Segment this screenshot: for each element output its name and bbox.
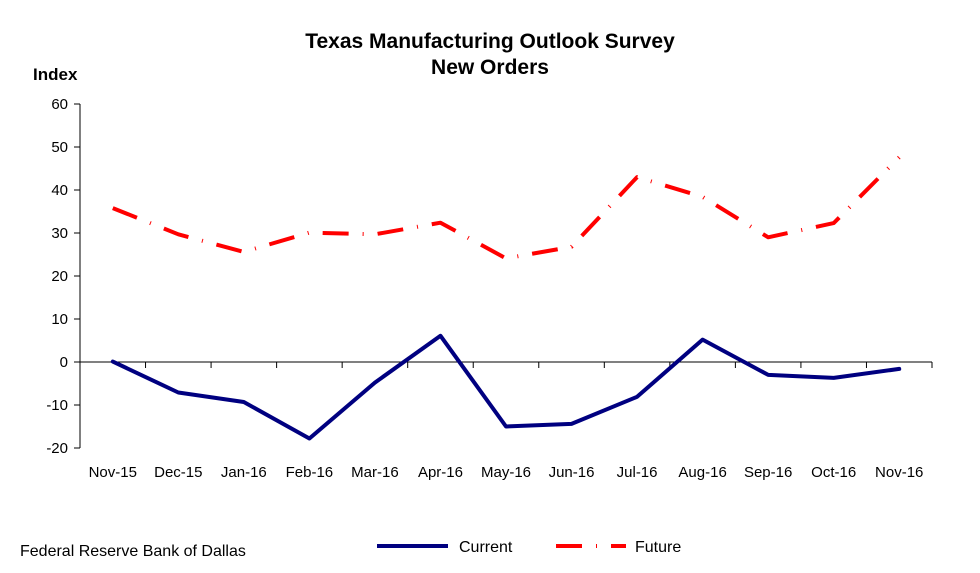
- y-tick-label: -10: [46, 397, 68, 414]
- x-tick-label: May-16: [481, 464, 531, 481]
- axes: 60 50 40 30 20 10 0 -10 -20 Nov-15 Dec-15 Jan-16 Feb…: [46, 96, 933, 481]
- x-tick-label: Oct-16: [811, 464, 856, 481]
- series-line-current: [110, 333, 902, 441]
- x-tick-label: Nov-15: [89, 464, 137, 481]
- x-tick-label: Apr-16: [418, 464, 463, 481]
- x-tick-label: Sep-16: [744, 464, 792, 481]
- y-tick-label: 30: [51, 225, 68, 242]
- legend-label-future: Future: [635, 539, 681, 556]
- x-tick-label: Jun-16: [549, 464, 595, 481]
- x-tick-label: Jan-16: [221, 464, 267, 481]
- legend-label-current: Current: [459, 539, 513, 556]
- x-tick-label: Jul-16: [617, 464, 658, 481]
- legend: Current Future: [377, 539, 681, 556]
- source-label: Federal Reserve Bank of Dallas: [20, 543, 246, 560]
- x-tick-label: Dec-15: [154, 464, 202, 481]
- y-tick-label: -20: [46, 440, 68, 457]
- y-tick-label: 60: [51, 96, 68, 113]
- chart-subtitle: New Orders: [431, 56, 549, 79]
- x-tick-label: Aug-16: [678, 464, 726, 481]
- y-tick-label: 0: [60, 354, 68, 371]
- y-tick-label: 40: [51, 182, 68, 199]
- y-tick-label: 20: [51, 268, 68, 285]
- chart-title: Texas Manufacturing Outlook Survey: [305, 30, 675, 53]
- y-tick-label: 10: [51, 311, 68, 328]
- x-tick-label: Nov-16: [875, 464, 923, 481]
- y-axis-label: Index: [33, 65, 78, 84]
- series-line-future: [112, 155, 901, 261]
- y-tick-label: 50: [51, 139, 68, 156]
- series-layer: [110, 155, 902, 441]
- x-tick-label: Feb-16: [286, 464, 334, 481]
- x-tick-label: Mar-16: [351, 464, 399, 481]
